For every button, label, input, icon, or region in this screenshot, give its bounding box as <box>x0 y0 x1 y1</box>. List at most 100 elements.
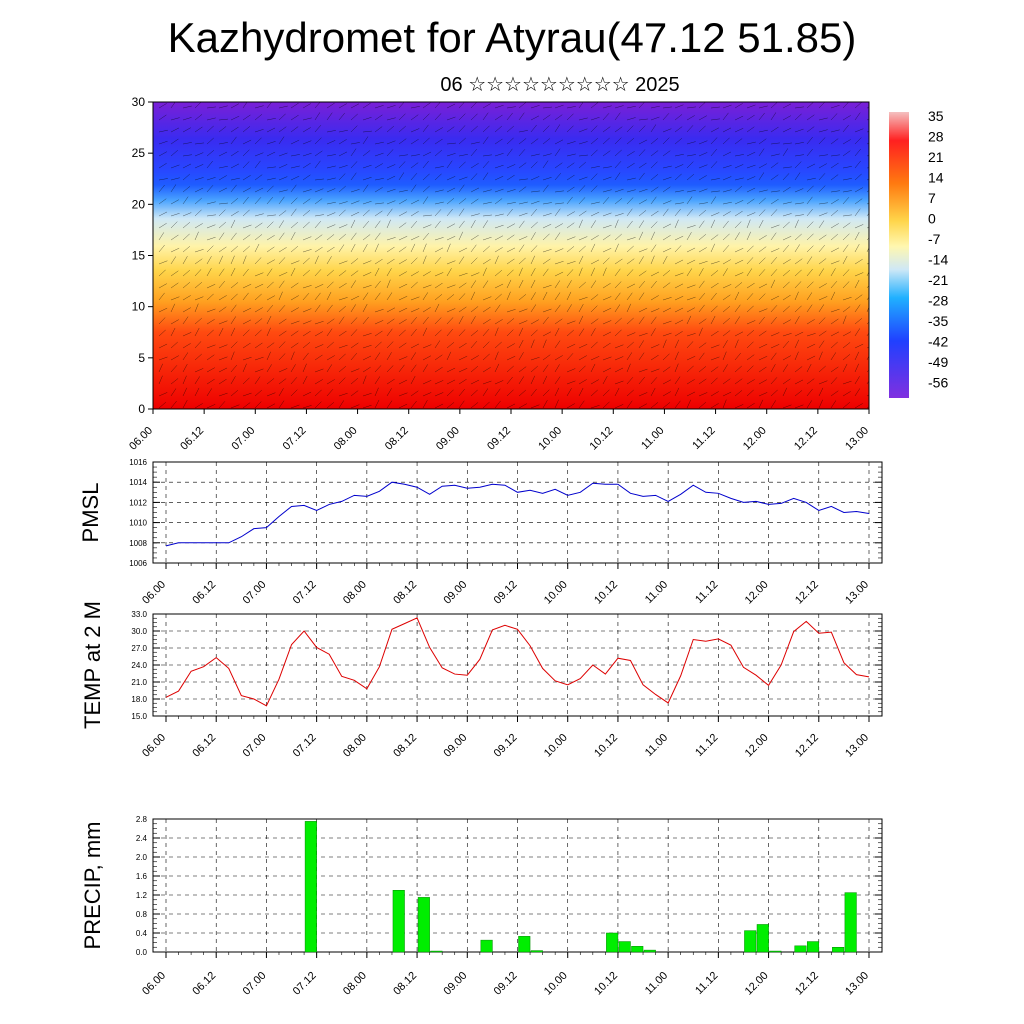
wind-barb <box>410 139 419 145</box>
wind-barb <box>482 136 489 145</box>
wind-barb <box>866 142 869 145</box>
wind-barb <box>626 220 633 229</box>
wind-barb <box>770 209 778 217</box>
wind-barb <box>542 114 551 121</box>
heatmap-y-tick-label: 30 <box>132 95 146 109</box>
precip-bar <box>430 950 443 953</box>
wind-barb <box>386 279 391 289</box>
wind-barb <box>338 139 347 145</box>
y-tick-label: 24.0 <box>131 661 147 670</box>
wind-barb <box>650 308 660 313</box>
wind-barb <box>218 327 224 337</box>
wind-barb <box>374 267 380 277</box>
wind-barb <box>290 377 298 385</box>
wind-barb <box>770 344 780 349</box>
wind-barb <box>338 129 348 133</box>
wind-barb <box>290 364 296 373</box>
wind-barb <box>830 233 838 241</box>
wind-barb <box>434 354 443 361</box>
wind-barb <box>794 219 799 229</box>
wind-barb <box>218 165 228 169</box>
wind-barb <box>662 353 670 361</box>
wind-barb <box>770 305 778 313</box>
precip-bar <box>844 892 857 953</box>
wind-barb <box>434 201 444 205</box>
wind-barb <box>254 272 264 277</box>
wind-barb <box>734 200 744 205</box>
wind-barb <box>182 142 192 145</box>
wind-barb <box>758 355 768 361</box>
wind-barb <box>542 389 550 397</box>
wind-barb <box>854 187 863 193</box>
wind-barb <box>722 211 731 217</box>
wind-barb <box>326 269 334 277</box>
y-tick-label: 2.0 <box>136 853 148 862</box>
wind-barb <box>518 366 527 373</box>
wind-barb <box>422 151 432 157</box>
wind-barb <box>530 404 540 409</box>
heatmap-x-tick-label: 11.00 <box>639 425 666 452</box>
wind-barb <box>578 117 588 121</box>
wind-barb <box>626 177 636 181</box>
wind-barb <box>518 162 527 169</box>
wind-barb <box>278 330 287 337</box>
wind-barb <box>314 137 322 145</box>
wind-barb <box>578 154 588 157</box>
wind-barb <box>662 307 672 313</box>
wind-barb <box>338 400 345 409</box>
wind-barb <box>818 154 828 157</box>
wind-barb <box>482 306 491 313</box>
wind-barb <box>338 173 346 181</box>
wind-barb <box>746 176 756 181</box>
wind-barb <box>206 245 214 253</box>
wind-barb <box>722 151 732 157</box>
wind-barb <box>158 402 167 409</box>
wind-barb <box>506 106 516 109</box>
wind-barb <box>662 320 672 325</box>
wind-barb <box>818 268 825 277</box>
wind-barb <box>422 224 432 229</box>
wind-barb <box>182 117 192 121</box>
wind-barb <box>398 319 407 325</box>
wind-barb <box>266 342 275 349</box>
wind-barb <box>386 125 395 133</box>
wind-barb <box>290 351 295 361</box>
x-tick-label: 11.00 <box>643 579 670 606</box>
wind-barb <box>854 231 860 241</box>
wind-barb <box>590 379 599 385</box>
wind-barb <box>842 124 849 133</box>
wind-barb <box>182 282 191 289</box>
wind-barb <box>758 112 765 121</box>
wind-barb <box>218 378 227 385</box>
wind-barb <box>722 306 731 313</box>
wind-barb <box>662 223 672 229</box>
wind-barb <box>158 392 168 397</box>
wind-barb <box>314 112 321 121</box>
colorbar-label: 0 <box>928 211 936 227</box>
wind-barb <box>302 162 311 169</box>
wind-barb <box>662 128 672 133</box>
wind-barb <box>458 231 464 241</box>
wind-barb <box>206 125 214 133</box>
wind-barb <box>278 196 285 205</box>
wind-barb <box>686 225 696 229</box>
wind-barb <box>386 378 395 385</box>
wind-barb <box>650 124 657 133</box>
wind-barb <box>194 387 200 397</box>
x-tick-label: 10.12 <box>592 970 620 998</box>
wind-barb <box>386 400 393 409</box>
wind-barb <box>614 258 623 265</box>
wind-barb <box>530 124 537 133</box>
wind-barb <box>698 280 705 289</box>
wind-barb <box>686 284 696 289</box>
wind-barb <box>842 315 847 325</box>
wind-barb <box>842 233 850 241</box>
wind-barb <box>566 186 575 193</box>
wind-barb <box>314 304 321 313</box>
wind-barb <box>410 173 418 181</box>
wind-barb <box>434 237 444 241</box>
wind-barb <box>482 319 491 325</box>
wind-barb <box>710 305 718 313</box>
wind-barb <box>410 343 420 349</box>
wind-barb <box>194 187 204 193</box>
